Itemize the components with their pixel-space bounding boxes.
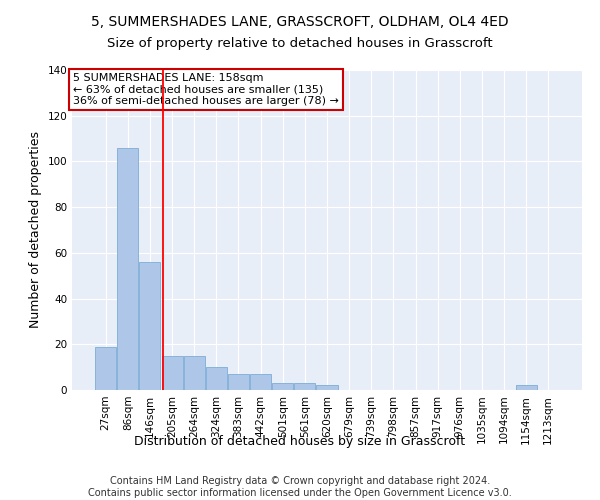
Bar bbox=[161, 356, 182, 390]
Text: Distribution of detached houses by size in Grasscroft: Distribution of detached houses by size … bbox=[134, 435, 466, 448]
Text: Contains HM Land Registry data © Crown copyright and database right 2024.
Contai: Contains HM Land Registry data © Crown c… bbox=[88, 476, 512, 498]
Bar bbox=[515, 386, 536, 390]
Bar bbox=[95, 346, 116, 390]
Y-axis label: Number of detached properties: Number of detached properties bbox=[29, 132, 42, 328]
Bar bbox=[206, 367, 227, 390]
Text: 5 SUMMERSHADES LANE: 158sqm
← 63% of detached houses are smaller (135)
36% of se: 5 SUMMERSHADES LANE: 158sqm ← 63% of det… bbox=[73, 73, 339, 106]
Bar bbox=[184, 356, 205, 390]
Text: Size of property relative to detached houses in Grasscroft: Size of property relative to detached ho… bbox=[107, 38, 493, 51]
Bar bbox=[272, 383, 293, 390]
Bar bbox=[250, 374, 271, 390]
Bar bbox=[139, 262, 160, 390]
Bar bbox=[118, 148, 139, 390]
Bar bbox=[228, 374, 249, 390]
Text: 5, SUMMERSHADES LANE, GRASSCROFT, OLDHAM, OL4 4ED: 5, SUMMERSHADES LANE, GRASSCROFT, OLDHAM… bbox=[91, 15, 509, 29]
Bar bbox=[316, 386, 338, 390]
Bar bbox=[295, 383, 316, 390]
